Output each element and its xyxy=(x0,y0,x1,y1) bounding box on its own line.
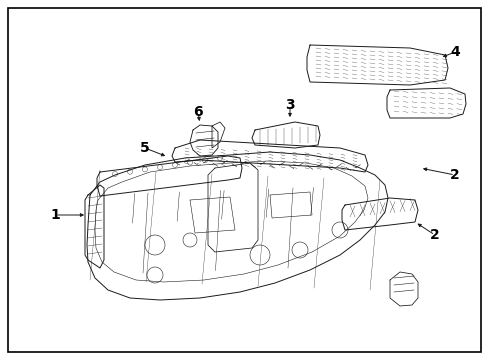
Text: 2: 2 xyxy=(449,168,459,182)
Text: 5: 5 xyxy=(140,141,149,155)
Text: 1: 1 xyxy=(50,208,60,222)
Text: 2: 2 xyxy=(429,228,439,242)
Text: 4: 4 xyxy=(449,45,459,59)
Text: 3: 3 xyxy=(285,98,294,112)
Text: 6: 6 xyxy=(193,105,203,119)
